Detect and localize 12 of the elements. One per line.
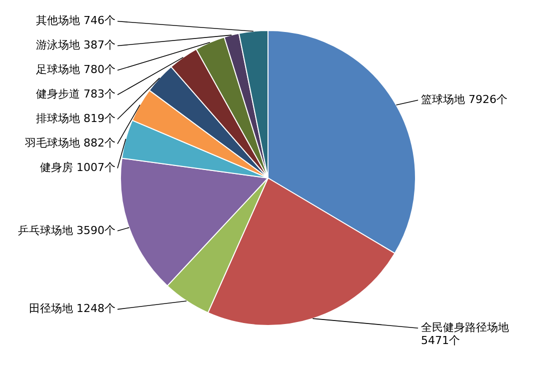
- slice-label: 健身房 1007个: [40, 161, 116, 174]
- slice-label: 游泳场地 387个: [36, 38, 116, 52]
- slice-label: 健身步道 783个: [36, 88, 116, 101]
- slice-label: 全民健身路径场地: [421, 320, 510, 334]
- slice-label: 其他场地 746个: [36, 14, 116, 28]
- slice-label: 乒乓球场地 3590个: [18, 224, 116, 237]
- data-label: 5471个: [421, 334, 460, 347]
- slice-label: 排球场地 819个: [36, 112, 116, 126]
- slice-label: 羽毛球场地 882个: [25, 136, 116, 150]
- slice-label: 田径场地 1248个: [29, 302, 116, 316]
- slice-label: 篮球场地 7926个: [421, 92, 508, 106]
- slice-label: 足球场地 780个: [36, 63, 116, 76]
